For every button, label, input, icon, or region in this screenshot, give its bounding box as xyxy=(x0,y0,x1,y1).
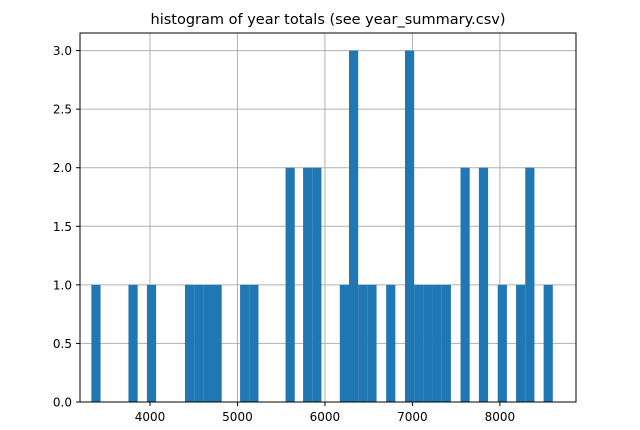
x-axis-ticks: 4000 5000 6000 7000 8000 xyxy=(135,402,515,424)
y-tick-label: 1.0 xyxy=(53,278,72,292)
x-tick-label: 4000 xyxy=(135,410,166,424)
histogram-bar xyxy=(240,284,250,402)
y-tick-label: 2.5 xyxy=(53,103,72,117)
histogram-bar xyxy=(432,284,442,402)
histogram-bar xyxy=(146,284,157,402)
plot-area-frame xyxy=(79,32,577,403)
chart-title: histogram of year totals (see year_summa… xyxy=(151,12,506,28)
histogram-bar xyxy=(358,284,368,402)
histogram-bar xyxy=(184,284,195,402)
y-tick-label: 0.5 xyxy=(53,337,72,351)
histogram-bar xyxy=(91,284,101,402)
y-tick-label: 1.5 xyxy=(53,220,72,234)
histogram-bar xyxy=(386,284,396,402)
histogram-bar xyxy=(339,284,349,402)
y-tick-label: 3.0 xyxy=(53,44,72,58)
histogram-bar xyxy=(348,50,359,402)
histogram-bar xyxy=(367,284,377,402)
histogram-bar xyxy=(404,50,415,402)
histogram-bar xyxy=(212,284,222,402)
histogram-bars xyxy=(91,50,553,402)
histogram-bar xyxy=(516,284,526,402)
histogram-bar xyxy=(497,284,507,402)
histogram-bar xyxy=(478,167,489,402)
y-tick-label: 0.0 xyxy=(53,396,72,410)
histogram-bar xyxy=(285,167,295,402)
grid-lines xyxy=(80,33,576,403)
histogram-bar xyxy=(414,284,424,402)
histogram-bar xyxy=(194,284,204,402)
x-tick-label: 6000 xyxy=(310,410,341,424)
histogram-bar xyxy=(441,284,451,402)
histogram-bar xyxy=(128,284,138,402)
x-tick-label: 7000 xyxy=(397,410,428,424)
x-tick-label: 5000 xyxy=(222,410,253,424)
histogram-bar xyxy=(203,284,213,402)
histogram-bar xyxy=(303,167,313,402)
histogram-bar xyxy=(525,167,535,402)
histogram-bar xyxy=(249,284,259,402)
y-tick-label: 2.0 xyxy=(53,161,72,175)
histogram-bar xyxy=(543,284,553,402)
histogram-bar xyxy=(423,284,433,402)
histogram-bar xyxy=(460,167,470,402)
x-tick-label: 8000 xyxy=(485,410,516,424)
y-axis-ticks: 0.0 0.5 1.0 1.5 2.0 2.5 3.0 xyxy=(53,44,80,410)
histogram-bar xyxy=(312,167,322,402)
